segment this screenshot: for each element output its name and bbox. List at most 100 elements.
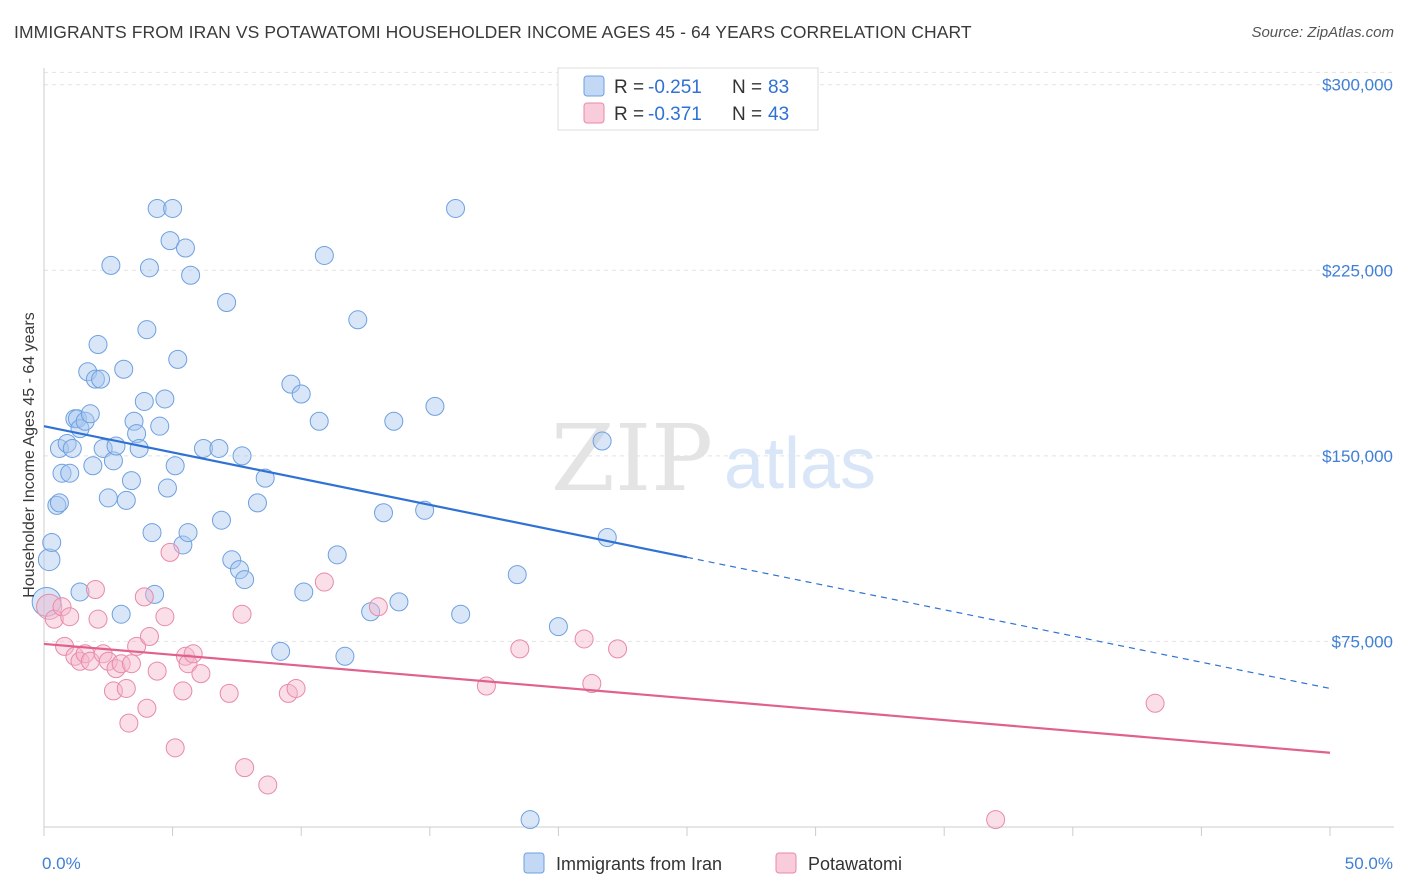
data-point — [986, 810, 1006, 830]
data-point — [217, 292, 237, 312]
gridlines — [44, 71, 1394, 642]
watermark-zip: ZIP — [551, 405, 713, 512]
legend-r-label-1: R = — [614, 77, 644, 98]
data-point — [103, 451, 123, 471]
chart-title: IMMIGRANTS FROM IRAN VS POTAWATOMI HOUSE… — [14, 22, 972, 42]
x-tick-labels: 0.0% 50.0% — [42, 854, 1393, 873]
data-point — [168, 349, 188, 369]
data-point — [229, 560, 249, 580]
data-point — [258, 775, 278, 795]
data-point — [374, 503, 394, 523]
bottom-legend: Immigrants from Iran Potawatomi — [523, 852, 902, 874]
data-point — [314, 245, 334, 265]
data-point — [137, 698, 157, 718]
data-point — [47, 495, 67, 515]
data-point — [134, 391, 154, 411]
data-point — [88, 335, 108, 355]
data-point — [165, 456, 185, 476]
data-point — [129, 438, 149, 458]
data-point — [157, 478, 177, 498]
data-point — [60, 607, 80, 627]
zipatlas-watermark: ZIP atlas — [551, 405, 876, 512]
data-point — [510, 639, 530, 659]
data-point — [111, 654, 131, 674]
data-point — [52, 597, 72, 617]
legend-r-value-1: -0.251 — [648, 77, 702, 98]
data-point — [597, 528, 617, 548]
trend-line-extension — [686, 556, 1331, 690]
data-point — [163, 198, 183, 218]
y-tick-label: $150,000 — [1322, 447, 1393, 466]
trend-line — [43, 425, 688, 559]
bottom-legend-label-potawatomi: Potawatomi — [808, 854, 902, 874]
data-point — [520, 810, 540, 830]
y-tick-label: $75,000 — [1332, 632, 1393, 651]
data-point — [116, 490, 136, 510]
data-point — [193, 438, 213, 458]
series-immigrants-from-iran — [31, 198, 617, 830]
legend-swatch-iran — [583, 75, 605, 97]
y-tick-labels: $75,000 $150,000 $225,000 $300,000 — [1322, 76, 1393, 652]
data-point — [384, 411, 404, 431]
data-point — [147, 198, 167, 218]
data-point — [114, 359, 134, 379]
data-point — [111, 604, 131, 624]
data-point — [389, 592, 409, 612]
legend-r-label-2: R = — [614, 104, 644, 125]
data-point — [327, 545, 347, 565]
data-point — [139, 626, 159, 646]
data-point — [183, 644, 203, 664]
data-point — [49, 493, 69, 513]
data-point — [232, 446, 252, 466]
data-point — [160, 542, 180, 562]
data-point — [142, 523, 162, 543]
legend-n-value-1: 83 — [768, 77, 789, 98]
data-point — [476, 676, 496, 696]
data-point — [446, 198, 466, 218]
data-point — [451, 604, 471, 624]
watermark-atlas: atlas — [724, 424, 876, 504]
data-point — [116, 678, 136, 698]
data-point — [60, 463, 80, 483]
data-point — [309, 411, 329, 431]
y-tick-label: $225,000 — [1322, 261, 1393, 280]
data-point — [255, 468, 275, 488]
data-point — [219, 683, 239, 703]
data-point — [91, 369, 111, 389]
data-point — [211, 510, 231, 530]
legend-n-label-1: N = — [732, 77, 762, 98]
data-point — [165, 738, 185, 758]
x-tick-label-min: 0.0% — [42, 854, 81, 873]
data-point — [88, 609, 108, 629]
data-point — [281, 374, 301, 394]
data-point — [222, 550, 242, 570]
series-potawatomi — [36, 542, 1165, 830]
axes — [43, 68, 1394, 836]
top-legend: R = -0.251 N = 83 R = -0.371 N = 43 — [557, 67, 819, 131]
y-tick-label: $300,000 — [1322, 76, 1393, 95]
data-point — [70, 582, 90, 602]
data-point — [209, 438, 229, 458]
chart-source: Source: ZipAtlas.com — [1251, 24, 1394, 41]
data-point — [85, 579, 105, 599]
data-point — [139, 258, 159, 278]
data-point — [425, 396, 445, 416]
data-point — [98, 488, 118, 508]
data-point — [134, 587, 154, 607]
legend-r-value-2: -0.371 — [648, 104, 702, 125]
data-point — [235, 758, 255, 778]
legend-n-value-2: 43 — [768, 104, 789, 125]
data-point — [608, 639, 628, 659]
data-point — [83, 456, 103, 476]
trend-line — [43, 642, 1331, 754]
data-point — [1145, 693, 1165, 713]
trend-lines — [43, 425, 1331, 754]
data-point — [232, 604, 252, 624]
data-point — [147, 661, 167, 681]
data-point — [294, 582, 314, 602]
data-point — [124, 411, 144, 431]
data-point — [582, 673, 602, 693]
data-point — [368, 597, 388, 617]
data-point — [181, 265, 201, 285]
